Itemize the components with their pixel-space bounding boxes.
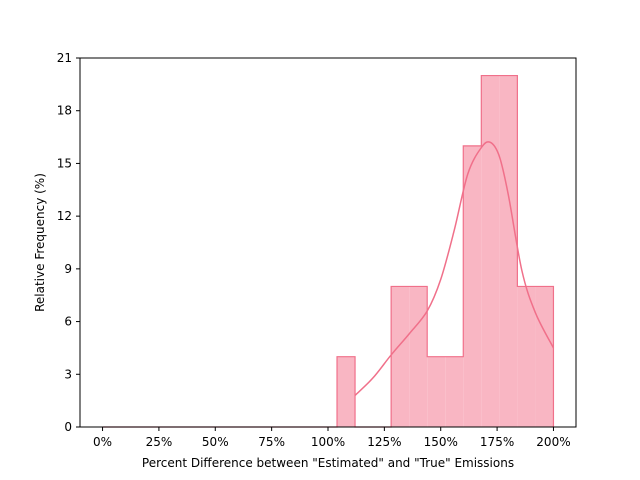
histogram-bar <box>481 75 500 427</box>
x-axis-label: Percent Difference between "Estimated" a… <box>142 456 514 470</box>
bars-layer <box>102 74 555 428</box>
y-tick-label: 0 <box>64 420 72 434</box>
y-axis-label: Relative Frequency (%) <box>33 173 47 312</box>
kde-layer <box>354 141 555 396</box>
histogram-bar <box>391 286 410 427</box>
histogram-bar <box>517 286 536 427</box>
x-tick-label: 100% <box>311 435 345 449</box>
y-tick-label: 15 <box>57 156 72 170</box>
y-tick-label: 21 <box>57 51 72 65</box>
y-tick-label: 6 <box>64 315 72 329</box>
histogram-bar <box>535 286 554 427</box>
x-tick-label: 75% <box>258 435 285 449</box>
x-tick-label: 50% <box>202 435 229 449</box>
x-tick-label: 200% <box>536 435 570 449</box>
histogram-bar <box>499 75 518 427</box>
histogram-bar <box>427 356 446 427</box>
histogram-bar <box>445 356 464 427</box>
x-tick-label: 150% <box>424 435 458 449</box>
y-tick-label: 9 <box>64 262 72 276</box>
x-tick-label: 0% <box>93 435 112 449</box>
histogram-bar <box>337 356 356 427</box>
y-tick-label: 12 <box>57 209 72 223</box>
y-tick-label: 18 <box>57 104 72 118</box>
x-tick-label: 175% <box>480 435 514 449</box>
y-tick-label: 3 <box>64 367 72 381</box>
kde-curve <box>354 141 555 396</box>
x-tick-label: 25% <box>146 435 173 449</box>
x-tick-label: 125% <box>367 435 401 449</box>
ticks-layer: 0% 25% 50% 75% 100% 125% 150% 175% 200% 0 3 6 9 12 15 1… <box>57 51 571 449</box>
histogram-bar <box>409 286 428 427</box>
histogram-bar <box>463 145 482 428</box>
